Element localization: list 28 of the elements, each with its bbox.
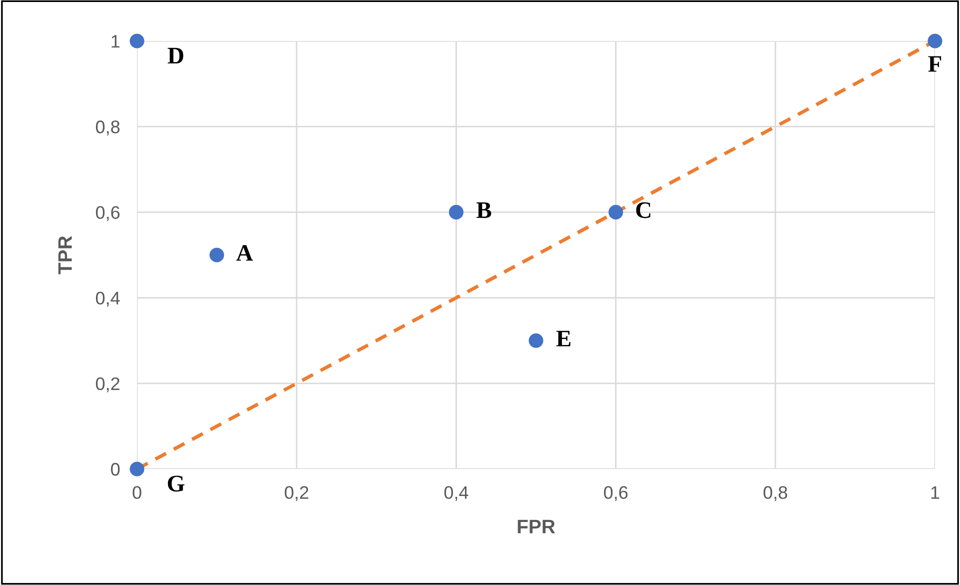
- y-tick-label: 0,8: [96, 120, 120, 136]
- x-tick-label: 1: [931, 486, 940, 499]
- point: [928, 34, 942, 48]
- point: [608, 204, 624, 220]
- x-tick-label: 0,8: [764, 486, 788, 502]
- x-tick-label: 0,4: [444, 486, 468, 502]
- annotation: C: [636, 202, 650, 218]
- x-axis-title: FPR: [518, 520, 556, 534]
- annotation: F: [928, 56, 942, 72]
- y-tick-label: 0,4: [96, 292, 120, 307]
- y-tick-label: 0,2: [96, 377, 120, 392]
- point: [528, 333, 544, 348]
- y-axis-title: TPR: [58, 236, 72, 274]
- point: [210, 248, 224, 262]
- point: [130, 462, 144, 476]
- point: [448, 204, 464, 220]
- y-tick-label: 0: [111, 462, 120, 476]
- annotation: B: [476, 202, 492, 218]
- x-tick-label: 0,2: [284, 486, 308, 502]
- annotation: E: [556, 330, 570, 346]
- x-tick-label: 0,6: [604, 486, 628, 502]
- x-tick-label: 0: [132, 486, 142, 499]
- point: [130, 34, 144, 48]
- annotation: G: [168, 476, 184, 492]
- y-tick-label: 0,6: [96, 206, 120, 222]
- y-tick-label: 1: [112, 35, 120, 48]
- annotation: D: [168, 48, 184, 64]
- annotation: A: [236, 245, 253, 261]
